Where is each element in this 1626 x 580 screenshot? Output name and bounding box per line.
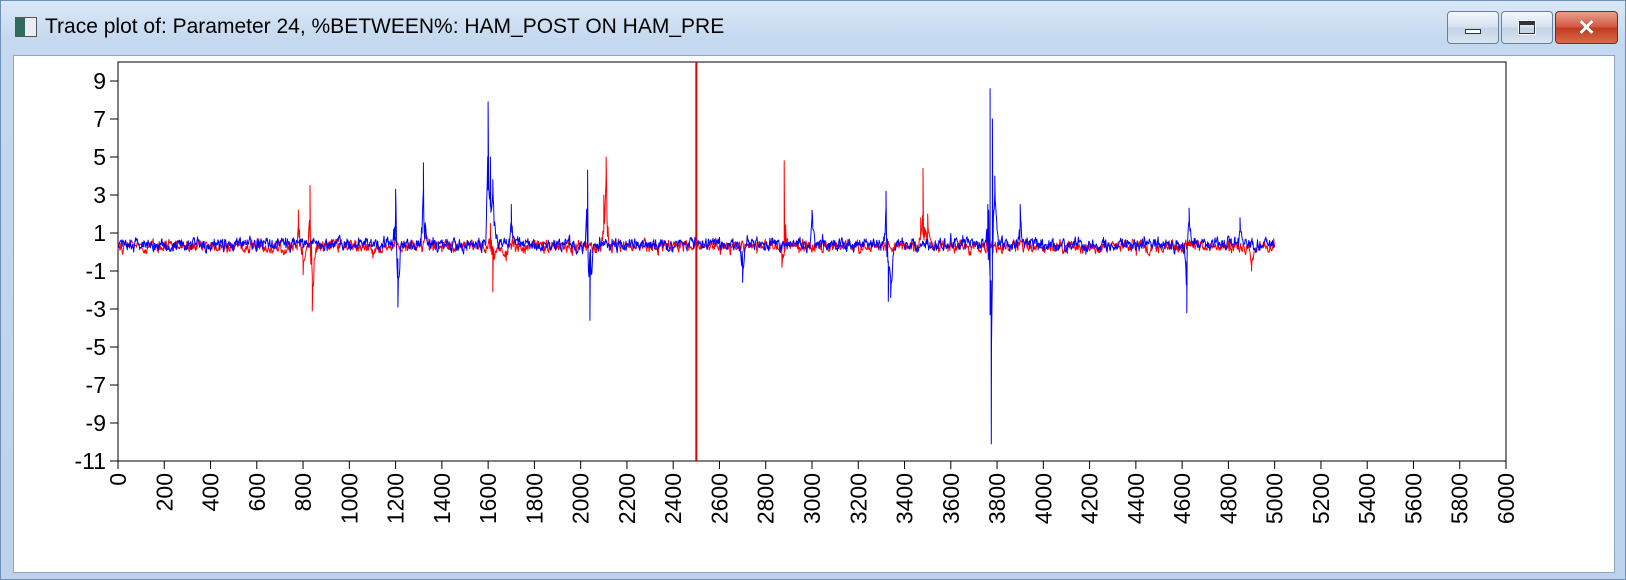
x-tick-label: 3200 <box>845 473 871 524</box>
x-tick-label: 2200 <box>614 473 640 524</box>
x-tick-label: 3400 <box>892 473 918 524</box>
x-tick-label: 400 <box>198 473 224 511</box>
x-tick-label: 4000 <box>1030 473 1056 524</box>
app-window-icon[interactable] <box>15 17 37 37</box>
y-tick-label: 5 <box>93 144 106 170</box>
x-tick-label: 5000 <box>1262 473 1288 524</box>
x-tick-label: 2600 <box>706 473 732 524</box>
x-tick-label: 4600 <box>1169 473 1195 524</box>
minimize-button[interactable] <box>1447 11 1499 44</box>
minimize-icon <box>1465 29 1481 34</box>
x-tick-label: 2800 <box>753 473 779 524</box>
y-tick-label: -11 <box>74 448 106 474</box>
close-button[interactable]: ✕ <box>1555 11 1618 44</box>
plot-area: 9 7 5 3 1 -1 -3 -5 -7 -9 -11 0 200 400 600 800 1000 1200 1… <box>13 55 1615 573</box>
window-title: Trace plot of: Parameter 24, %BETWEEN%: … <box>45 15 725 38</box>
trace-chart: 9 7 5 3 1 -1 -3 -5 -7 -9 -110 200 400 600 800 1000 1200 1… <box>74 61 1519 524</box>
x-tick-label: 3800 <box>984 473 1010 524</box>
x-tick-label: 1000 <box>336 473 362 524</box>
x-tick-label: 800 <box>290 473 316 511</box>
maximize-button[interactable] <box>1501 11 1553 44</box>
y-tick-label: 3 <box>93 182 106 208</box>
x-tick-label: 600 <box>244 473 270 511</box>
y-tick-label: -1 <box>86 258 106 284</box>
y-tick-label: 9 <box>93 68 106 94</box>
x-tick-label: 2400 <box>660 473 686 524</box>
maximize-icon <box>1518 20 1536 35</box>
x-tick-label: 1200 <box>383 473 409 524</box>
y-tick-label: 7 <box>93 106 106 132</box>
x-tick-label: 6000 <box>1493 473 1519 524</box>
x-tick-label: 200 <box>151 473 177 511</box>
plot-frame <box>117 61 1507 462</box>
y-tick-label: -9 <box>86 410 106 436</box>
x-tick-label: 5200 <box>1308 473 1334 524</box>
y-tick-label: -5 <box>86 334 106 360</box>
title-bar[interactable]: Trace plot of: Parameter 24, %BETWEEN%: … <box>1 1 1625 57</box>
x-tick-label: 1600 <box>475 473 501 524</box>
x-tick-label: 3000 <box>799 473 825 524</box>
x-tick-label: 5600 <box>1400 473 1426 524</box>
x-tick-label: 5400 <box>1354 473 1380 524</box>
y-tick-label: -3 <box>86 296 106 322</box>
x-tick-label: 2000 <box>568 473 594 524</box>
close-icon: ✕ <box>1577 14 1596 40</box>
x-tick-label: 4800 <box>1215 473 1241 524</box>
y-tick-label: -7 <box>86 372 106 398</box>
x-tick-label: 1400 <box>429 473 455 524</box>
y-tick-label: 1 <box>93 220 106 246</box>
x-tick-label: 3600 <box>938 473 964 524</box>
x-tick-label: 4200 <box>1077 473 1103 524</box>
x-tick-label: 5800 <box>1447 473 1473 524</box>
x-tick-label: 4400 <box>1123 473 1149 524</box>
series-line-2 <box>117 88 1276 445</box>
x-tick-label: 1800 <box>521 473 547 524</box>
x-tick-label: 0 <box>105 473 131 486</box>
